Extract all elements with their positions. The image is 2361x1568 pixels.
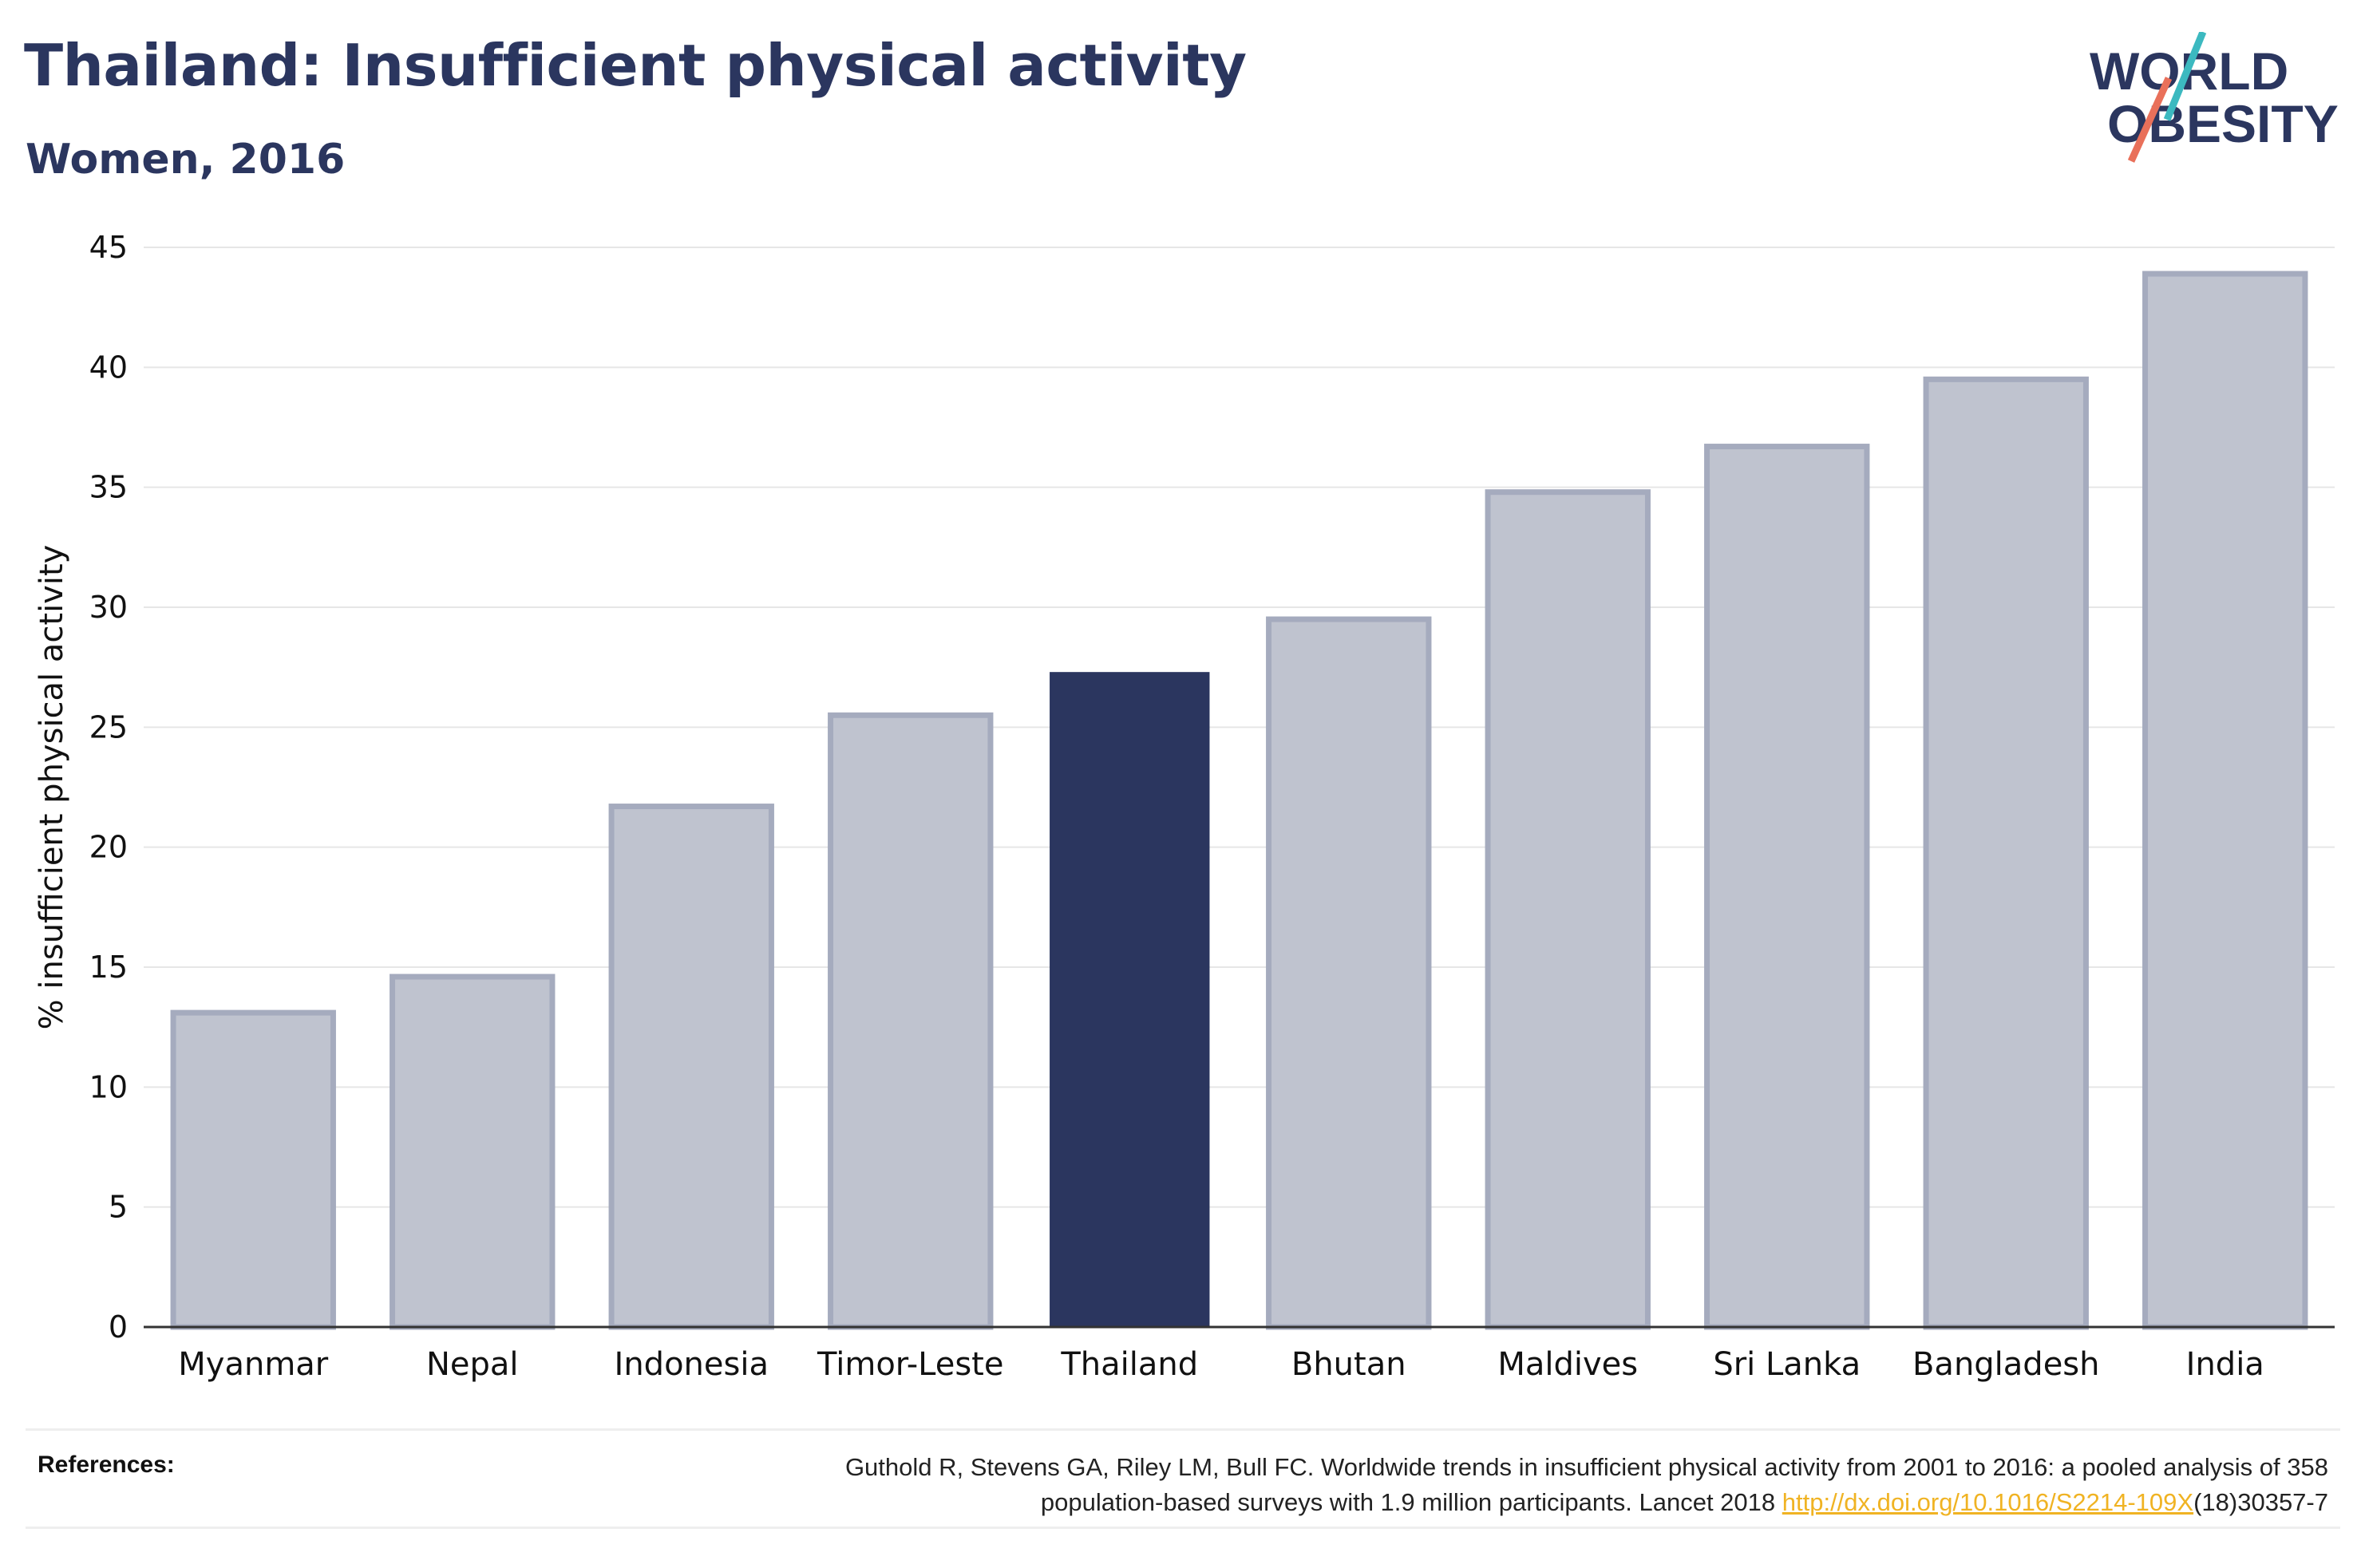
y-tick-label: 25: [89, 709, 128, 745]
bar: [1485, 489, 1651, 1330]
references-text: Guthold R, Stevens GA, Riley LM, Bull FC…: [572, 1450, 2328, 1520]
bar: [390, 974, 556, 1330]
x-tick-label: Bhutan: [1291, 1346, 1406, 1383]
x-tick-label: Sri Lanka: [1713, 1346, 1861, 1383]
bar-highlight: [1050, 672, 1210, 1327]
y-tick-label: 10: [89, 1069, 128, 1104]
x-tick-label: Bangladesh: [1912, 1346, 2100, 1383]
bar: [1923, 376, 2089, 1330]
x-tick-label: Thailand: [1060, 1346, 1198, 1383]
bar: [170, 1009, 336, 1330]
x-tick-label: Maldives: [1497, 1346, 1638, 1383]
y-tick-label: 5: [109, 1190, 128, 1225]
reference-line1: Guthold R, Stevens GA, Riley LM, Bull FC…: [844, 1453, 2328, 1481]
x-tick-label: Nepal: [426, 1346, 519, 1383]
bar: [1266, 616, 1432, 1330]
page-subtitle: Women, 2016: [26, 136, 346, 184]
bar: [828, 712, 994, 1330]
y-tick-label: 35: [89, 470, 128, 505]
references-label: References:: [38, 1451, 175, 1478]
bar: [2142, 271, 2308, 1330]
x-tick-label: India: [2186, 1346, 2264, 1383]
y-tick-label: 0: [109, 1309, 128, 1345]
reference-line2-suffix: (18)30357-7: [2193, 1488, 2328, 1516]
logo-slash-coral: [2127, 77, 2173, 163]
page-title: Thailand: Insufficient physical activity: [24, 32, 1247, 99]
bar: [1704, 444, 1870, 1330]
doi-link[interactable]: http://dx.doi.org/10.1016/S2214-109X: [1782, 1488, 2194, 1516]
x-tick-label: Myanmar: [178, 1346, 329, 1383]
x-tick-label: Indonesia: [615, 1346, 769, 1383]
y-tick-label: 20: [89, 830, 128, 865]
bar-chart: 0 5 10 15 20 25 30 35 40 45 % insufficient physica…: [34, 230, 2335, 1383]
logo-slash-teal: [2163, 32, 2207, 121]
y-axis-label: % insufficient physical activity: [34, 545, 70, 1030]
references-section: References: Guthold R, Stevens GA, Riley…: [26, 1428, 2340, 1529]
world-obesity-logo: WORLD OBESITY: [2090, 32, 2339, 163]
y-tick-label: 15: [89, 950, 128, 985]
reference-line2-prefix: population-based surveys with 1.9 millio…: [1040, 1488, 1782, 1516]
x-tick-label: Timor-Leste: [817, 1346, 1003, 1383]
bar: [608, 804, 774, 1330]
y-tick-label: 40: [89, 350, 128, 385]
y-tick-label: 45: [89, 230, 128, 265]
y-tick-label: 30: [89, 590, 128, 625]
